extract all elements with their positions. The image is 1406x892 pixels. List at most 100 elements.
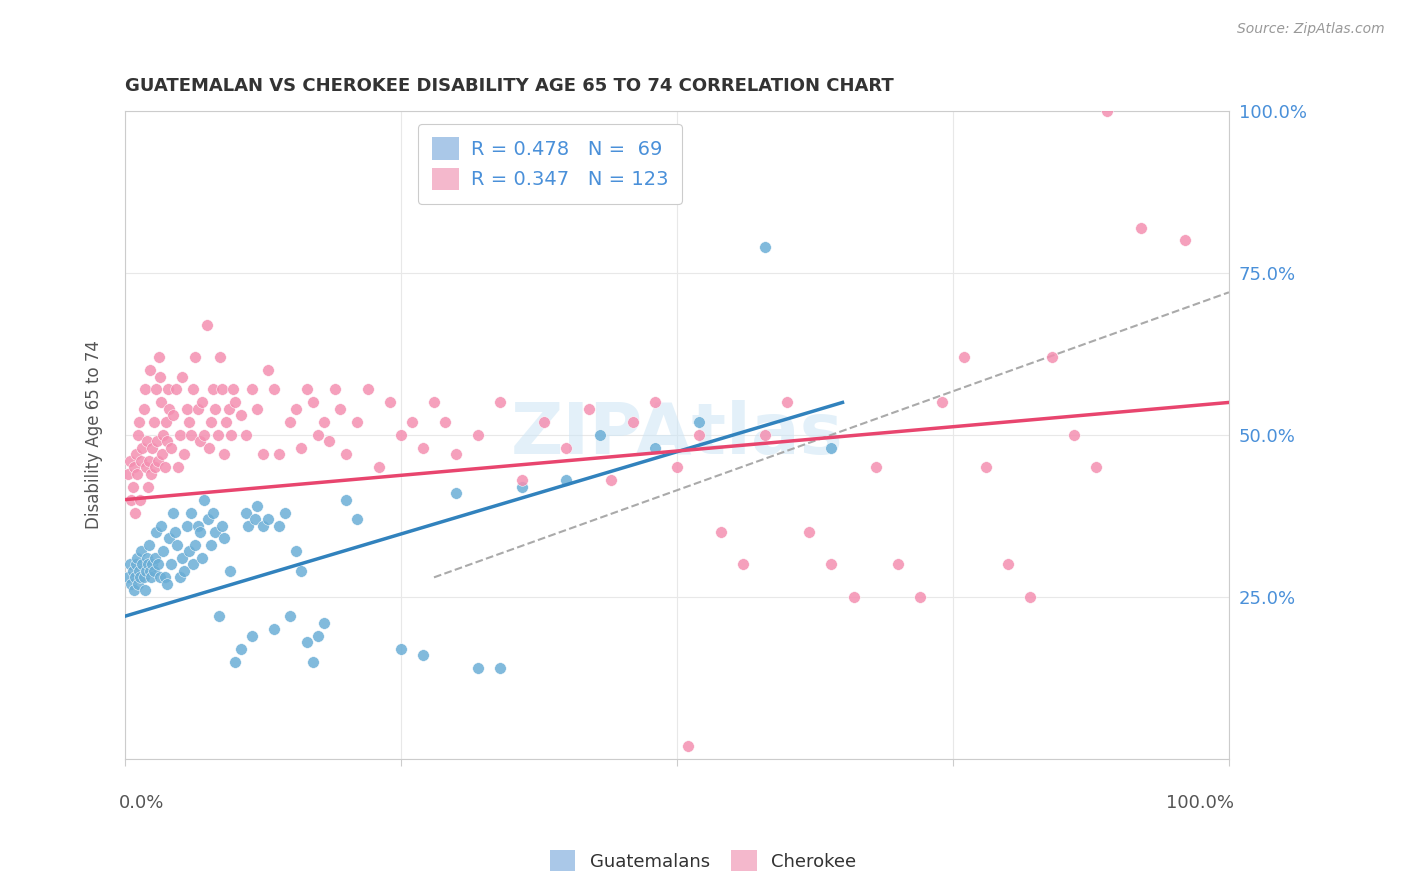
Point bbox=[121, 564, 143, 578]
Point bbox=[125, 558, 148, 572]
Point bbox=[444, 447, 467, 461]
Point bbox=[204, 401, 226, 416]
Point bbox=[163, 524, 186, 539]
Point bbox=[187, 518, 209, 533]
Point bbox=[820, 558, 842, 572]
Point bbox=[688, 415, 710, 429]
Point bbox=[346, 512, 368, 526]
Point bbox=[1129, 220, 1152, 235]
Point bbox=[143, 460, 166, 475]
Point bbox=[467, 661, 489, 675]
Point bbox=[997, 558, 1019, 572]
Point bbox=[489, 395, 512, 409]
Point bbox=[578, 401, 600, 416]
Point bbox=[197, 441, 219, 455]
Point bbox=[177, 415, 200, 429]
Point bbox=[222, 383, 245, 397]
Text: GUATEMALAN VS CHEROKEE DISABILITY AGE 65 TO 74 CORRELATION CHART: GUATEMALAN VS CHEROKEE DISABILITY AGE 65… bbox=[125, 78, 894, 95]
Point bbox=[1097, 103, 1119, 118]
Point bbox=[599, 473, 621, 487]
Point bbox=[908, 590, 931, 604]
Point bbox=[153, 570, 176, 584]
Point bbox=[346, 415, 368, 429]
Point bbox=[184, 350, 207, 364]
Point bbox=[644, 441, 666, 455]
Point bbox=[128, 415, 150, 429]
Point bbox=[865, 460, 887, 475]
Point bbox=[295, 635, 318, 649]
Point bbox=[235, 506, 257, 520]
Point bbox=[141, 558, 163, 572]
Point bbox=[146, 454, 169, 468]
Point bbox=[193, 492, 215, 507]
Point bbox=[252, 518, 274, 533]
Point bbox=[280, 415, 302, 429]
Point bbox=[149, 369, 172, 384]
Point bbox=[776, 395, 799, 409]
Point bbox=[555, 441, 578, 455]
Point bbox=[389, 641, 412, 656]
Point bbox=[323, 383, 346, 397]
Point bbox=[150, 395, 173, 409]
Point bbox=[117, 467, 139, 481]
Point bbox=[162, 506, 184, 520]
Point bbox=[953, 350, 976, 364]
Point bbox=[131, 544, 153, 558]
Point bbox=[202, 383, 225, 397]
Point bbox=[886, 558, 908, 572]
Point bbox=[224, 395, 246, 409]
Point bbox=[238, 518, 260, 533]
Point bbox=[588, 427, 610, 442]
Point bbox=[177, 544, 200, 558]
Point bbox=[138, 538, 160, 552]
Point bbox=[165, 383, 187, 397]
Point bbox=[489, 661, 512, 675]
Point bbox=[127, 427, 149, 442]
Point bbox=[124, 570, 146, 584]
Point bbox=[301, 655, 323, 669]
Point bbox=[246, 499, 269, 513]
Point bbox=[181, 558, 204, 572]
Point bbox=[295, 383, 318, 397]
Point bbox=[173, 564, 195, 578]
Point bbox=[145, 383, 167, 397]
Point bbox=[974, 460, 997, 475]
Point bbox=[124, 506, 146, 520]
Point bbox=[125, 550, 148, 565]
Point bbox=[215, 415, 238, 429]
Point bbox=[335, 492, 357, 507]
Point bbox=[218, 401, 240, 416]
Point bbox=[136, 480, 159, 494]
Point bbox=[187, 401, 209, 416]
Point bbox=[136, 558, 159, 572]
Point bbox=[263, 622, 285, 636]
Text: ZIPAtlas: ZIPAtlas bbox=[510, 401, 844, 469]
Point bbox=[423, 395, 446, 409]
Point bbox=[290, 564, 312, 578]
Point bbox=[931, 395, 953, 409]
Point bbox=[150, 447, 173, 461]
Point bbox=[127, 577, 149, 591]
Point bbox=[229, 409, 252, 423]
Point bbox=[191, 550, 214, 565]
Point bbox=[389, 427, 412, 442]
Point bbox=[733, 558, 755, 572]
Point bbox=[139, 564, 162, 578]
Point bbox=[212, 532, 235, 546]
Point bbox=[172, 550, 194, 565]
Point bbox=[143, 550, 166, 565]
Point bbox=[235, 427, 257, 442]
Point bbox=[146, 434, 169, 449]
Point bbox=[139, 363, 162, 377]
Point bbox=[180, 506, 202, 520]
Point bbox=[257, 363, 280, 377]
Point bbox=[284, 401, 307, 416]
Point bbox=[224, 655, 246, 669]
Point bbox=[156, 577, 179, 591]
Point bbox=[621, 415, 644, 429]
Point bbox=[412, 648, 434, 662]
Point bbox=[307, 427, 329, 442]
Point bbox=[200, 538, 222, 552]
Point bbox=[142, 415, 165, 429]
Point bbox=[131, 558, 153, 572]
